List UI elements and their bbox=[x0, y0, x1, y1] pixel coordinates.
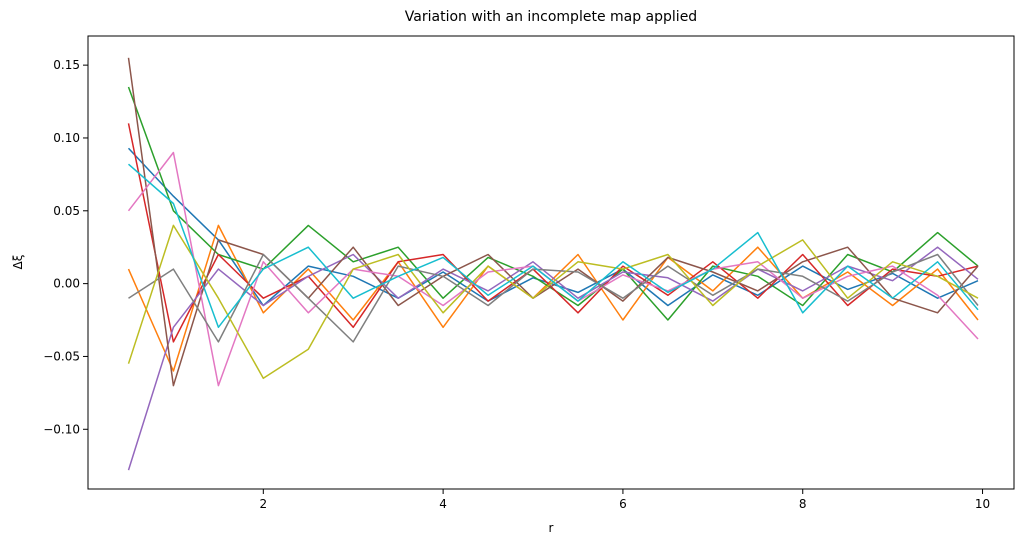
series-line-4 bbox=[127, 123, 979, 343]
x-tick-label: 10 bbox=[975, 497, 990, 511]
series-line-1 bbox=[127, 147, 979, 307]
series-line-9 bbox=[127, 224, 979, 380]
y-tick-label: −0.05 bbox=[43, 349, 80, 363]
y-tick-label: −0.10 bbox=[43, 422, 80, 436]
chart-title: Variation with an incomplete map applied bbox=[405, 9, 697, 25]
x-tick-label: 8 bbox=[799, 497, 807, 511]
x-tick-label: 6 bbox=[619, 497, 627, 511]
plot-frame bbox=[87, 35, 1015, 490]
y-tick-label: 0.15 bbox=[53, 58, 80, 72]
series-line-6 bbox=[127, 57, 979, 387]
series-line-10 bbox=[128, 163, 979, 329]
y-tick-label: 0.05 bbox=[53, 204, 80, 218]
x-axis: 2 4 6 8 10 bbox=[259, 489, 990, 511]
series-line-8 bbox=[128, 253, 979, 343]
series-line-2 bbox=[127, 224, 979, 372]
y-tick-label: 0.10 bbox=[53, 131, 80, 145]
y-axis: −0.10 −0.05 0.00 0.05 0.10 0.15 bbox=[43, 58, 88, 436]
y-axis-label: Δξ bbox=[11, 255, 25, 270]
y-tick-label: 0.00 bbox=[53, 277, 80, 291]
x-tick-label: 2 bbox=[259, 497, 267, 511]
plot-area bbox=[87, 35, 1015, 490]
series-layer bbox=[127, 57, 979, 471]
x-axis-label: r bbox=[549, 521, 554, 535]
x-tick-label: 4 bbox=[439, 497, 447, 511]
